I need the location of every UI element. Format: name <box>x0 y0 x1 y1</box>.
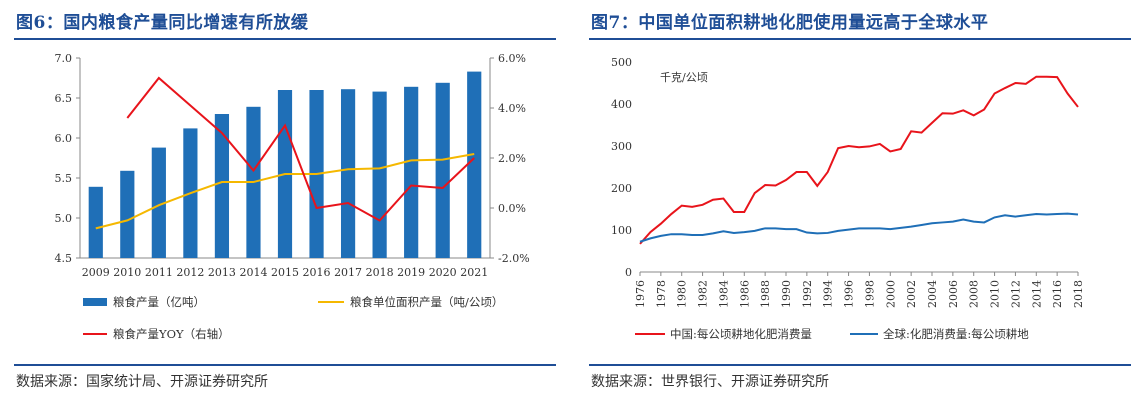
source-note: 数据来源：世界银行、开源证券研究所 <box>591 374 829 390</box>
y2-tick-label: 0.0% <box>498 202 526 215</box>
y-tick-label: 300 <box>611 140 632 153</box>
title-rule <box>14 38 556 40</box>
y-tick-label: 5.5 <box>55 172 73 185</box>
bar <box>372 91 387 258</box>
y-tick-label: 7.0 <box>55 52 73 65</box>
x-tick-label: 2000 <box>884 280 897 308</box>
x-tick-label: 1988 <box>759 280 772 308</box>
yield-line <box>95 153 475 230</box>
chart-panel-grain: 图6：国内粮食产量同比增速有所放缓 4.5 5.0 5.5 6.0 6.5 7.0 -2.0… <box>0 0 556 416</box>
legend-label-yoy: 粮食产量YOY（右轴） <box>113 327 230 341</box>
chart-panel-fertilizer: 图7：中国单位面积耕地化肥使用量远高于全球水平 0 100 200 300 400 500… <box>575 0 1131 416</box>
x-tick-label: 1990 <box>780 280 793 308</box>
x-tick-label: 1984 <box>717 280 730 308</box>
legend-label-china: 中国:每公顷耕地化肥消费量 <box>670 327 812 341</box>
china-line <box>639 75 1079 245</box>
y2-tick-label: -2.0% <box>498 252 530 265</box>
x-tick-label: 1980 <box>676 280 689 308</box>
source-note: 数据来源：国家统计局、开源证券研究所 <box>16 374 268 390</box>
grain-chart-svg: 4.5 5.0 5.5 6.0 6.5 7.0 -2.0% 0.0% 2.0% 4.0% 6.0% 2… <box>55 52 530 341</box>
x-tick-label: 2010 <box>989 280 1002 308</box>
y2-tick-label: 4.0% <box>498 102 526 115</box>
x-tick-label: 1978 <box>655 280 668 308</box>
bar <box>88 186 103 258</box>
y-tick-label: 200 <box>611 182 632 195</box>
y2-tick-label: 6.0% <box>498 52 526 65</box>
y2-tick-label: 2.0% <box>498 152 526 165</box>
y-tick-label: 400 <box>611 98 632 111</box>
y-tick-label: 5.0 <box>55 212 73 225</box>
bar <box>151 147 166 258</box>
x-tick-label: 1992 <box>801 280 814 308</box>
title-rule <box>589 38 1131 40</box>
x-tick-label: 2016 <box>303 266 331 279</box>
source-rule <box>589 364 1131 366</box>
chart-title: 图7：中国单位面积耕地化肥使用量远高于全球水平 <box>591 13 989 33</box>
bar <box>214 114 230 258</box>
x-tick-label: 2021 <box>460 266 488 279</box>
fertilizer-chart-svg: 0 100 200 300 400 500 千克/公顷 1976 1978 1980 1982 198… <box>611 56 1085 341</box>
bar <box>340 89 356 258</box>
x-tick-label: 2011 <box>145 266 173 279</box>
x-tick-label: 1998 <box>863 280 876 308</box>
x-tick-label: 2006 <box>947 280 960 308</box>
bar <box>435 82 450 258</box>
x-tick-label: 2014 <box>1030 280 1043 308</box>
x-tick-label: 2002 <box>905 280 918 308</box>
bar <box>404 86 419 258</box>
x-tick-label: 2018 <box>366 266 394 279</box>
x-tick-label: 2008 <box>968 280 981 308</box>
x-tick-label: 2012 <box>1009 280 1022 308</box>
source-rule <box>14 364 556 366</box>
legend-swatch-output <box>83 298 107 306</box>
legend-label-output: 粮食产量（亿吨） <box>113 295 205 309</box>
x-tick-label: 2017 <box>334 266 362 279</box>
x-tick-label: 2015 <box>271 266 299 279</box>
x-tick-label: 2016 <box>1051 280 1064 308</box>
legend-label-world: 全球:化肥消费量:每公顷耕地 <box>883 327 1029 341</box>
x-tick-label: 2014 <box>239 266 267 279</box>
y-tick-label: 6.5 <box>55 92 73 105</box>
x-tick-label: 1996 <box>843 280 856 308</box>
chart-title: 图6：国内粮食产量同比增速有所放缓 <box>16 13 309 33</box>
x-tick-label: 2020 <box>429 266 457 279</box>
y-tick-label: 4.5 <box>55 252 73 265</box>
y-tick-label: 500 <box>611 56 632 69</box>
x-tick-label: 2004 <box>926 280 939 308</box>
y-tick-label: 6.0 <box>55 132 73 145</box>
y-tick-label: 0 <box>625 266 632 279</box>
y-tick-label: 100 <box>611 224 632 237</box>
bar <box>467 71 482 258</box>
x-tick-label: 1986 <box>738 280 751 308</box>
bar <box>120 170 135 258</box>
x-tick-label: 1976 <box>634 280 647 308</box>
legend-label-yield: 粮食单位面积产量（吨/公顷） <box>350 295 503 309</box>
x-tick-label: 1994 <box>822 280 835 308</box>
x-tick-label: 2019 <box>397 266 425 279</box>
yoy-line <box>126 76 475 222</box>
x-tick-label: 2012 <box>176 266 204 279</box>
unit-label: 千克/公顷 <box>660 71 708 84</box>
x-tick-label: 2018 <box>1072 280 1085 308</box>
x-tick-label: 2013 <box>208 266 236 279</box>
x-tick-label: 1982 <box>697 280 710 308</box>
world-line <box>639 212 1079 243</box>
x-tick-label: 2009 <box>82 266 110 279</box>
x-tick-label: 2010 <box>113 266 141 279</box>
